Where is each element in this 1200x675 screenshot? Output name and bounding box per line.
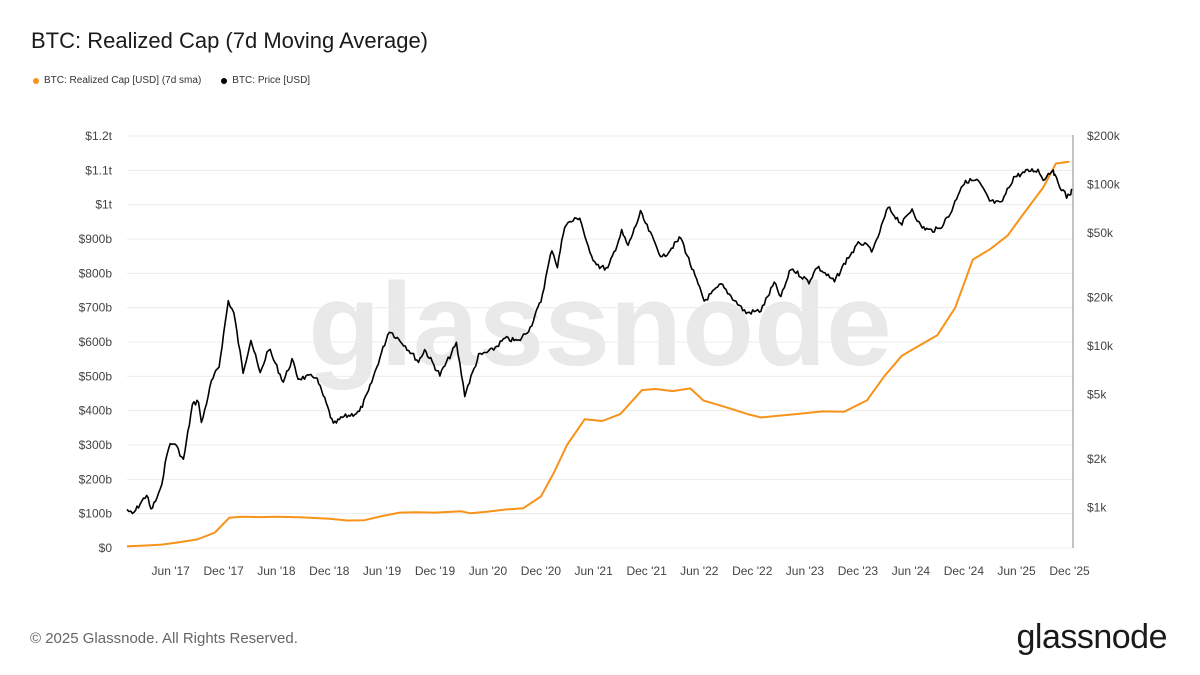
x-axis: Jun '17 Dec '17 Jun '18 Dec '18 Jun '19 Dec '… [152,564,1090,578]
x-tick-label: Dec '18 [309,564,350,578]
left-tick-label: $900b [79,232,113,246]
left-tick-label: $1.2t [85,129,112,143]
chart-title: BTC: Realized Cap (7d Moving Average) [31,28,429,53]
x-tick-label: Dec '21 [626,564,667,578]
x-tick-label: Dec '24 [944,564,985,578]
left-tick-label: $500b [79,369,113,383]
x-tick-label: Jun '25 [997,564,1036,578]
left-tick-label: $100b [79,507,113,521]
x-tick-label: Jun '21 [574,564,613,578]
series-line-price [126,168,1073,515]
legend-item-price[interactable]: BTC: Price [USD] [221,75,310,86]
left-tick-label: $300b [79,438,113,452]
legend-dot-icon [33,77,39,84]
right-tick-label: $10k [1087,339,1114,353]
right-tick-label: $2k [1087,452,1107,466]
left-tick-label: $700b [79,301,113,315]
x-tick-label: Dec '20 [521,564,562,578]
legend-item-realized-cap[interactable]: BTC: Realized Cap [USD] (7d sma) [33,75,201,86]
right-tick-label: $100k [1087,178,1121,192]
left-tick-label: $600b [79,335,113,349]
right-tick-label: $20k [1087,290,1114,304]
x-tick-label: Dec '25 [1049,564,1090,578]
x-tick-label: Jun '23 [786,564,825,578]
left-tick-label: $200b [79,472,113,486]
right-tick-label: $50k [1087,226,1114,240]
x-tick-label: Dec '22 [732,564,773,578]
left-tick-label: $800b [79,266,113,280]
x-tick-label: Jun '17 [152,564,191,578]
grid [127,135,1073,549]
legend-label: BTC: Price [USD] [232,75,311,86]
x-tick-label: Dec '19 [415,564,456,578]
x-tick-label: Jun '24 [892,564,931,578]
series-group [126,160,1073,548]
brand-logo: glassnode [1016,618,1167,656]
x-tick-label: Jun '18 [257,564,296,578]
x-tick-label: Jun '20 [469,564,508,578]
left-tick-label: $1t [95,198,112,212]
left-tick-label: $0 [99,541,113,555]
x-tick-label: Dec '17 [204,564,245,578]
watermark-text: glassnode [308,259,892,391]
left-tick-label: $400b [79,404,113,418]
left-axis: $0 $100b $200b $300b $400b $500b $600b $700b $80… [79,129,113,555]
right-tick-label: $5k [1087,388,1107,402]
copyright-footer: © 2025 Glassnode. All Rights Reserved. [30,630,298,647]
x-tick-label: Jun '22 [680,564,719,578]
right-tick-label: $1k [1087,500,1107,514]
x-tick-label: Jun '19 [363,564,402,578]
legend-dot-icon [221,77,228,84]
chart-legend: BTC: Realized Cap [USD] (7d sma) BTC: Pr… [33,75,310,86]
right-tick-label: $200k [1087,129,1121,143]
left-tick-label: $1.1t [85,163,112,177]
series-line-realized-cap [126,160,1070,548]
legend-label: BTC: Realized Cap [USD] (7d sma) [44,75,202,86]
right-axis: $1k $2k $5k $10k $20k $50k $100k $200k [1087,129,1121,514]
x-tick-label: Dec '23 [838,564,879,578]
